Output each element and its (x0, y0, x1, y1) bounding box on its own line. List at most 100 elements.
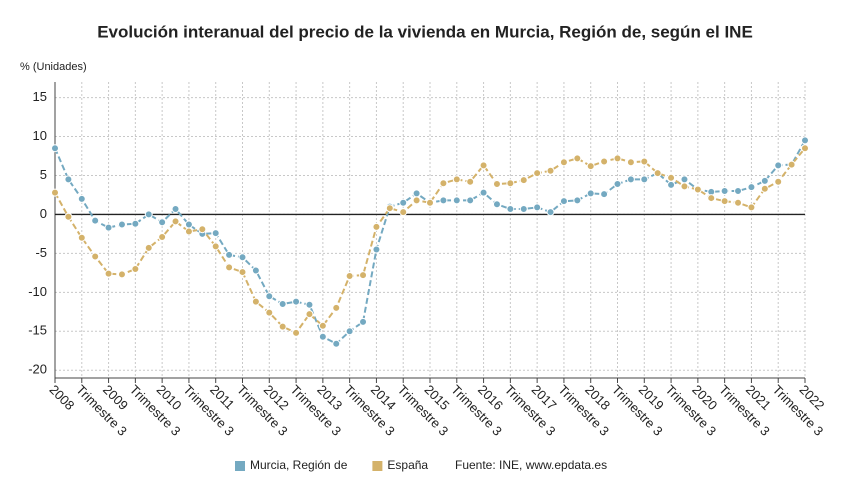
data-point (104, 269, 113, 278)
y-tick-label: 5 (40, 167, 47, 182)
data-point (184, 227, 193, 236)
data-point (747, 183, 756, 192)
data-point (533, 169, 542, 178)
data-point (519, 204, 528, 213)
y-tick-label: 15 (33, 89, 47, 104)
data-point (559, 158, 568, 167)
data-point (211, 229, 220, 238)
data-point (184, 220, 193, 229)
data-point (399, 198, 408, 207)
data-point (318, 332, 327, 341)
data-point (117, 220, 126, 229)
data-point (158, 218, 167, 227)
data-point (787, 160, 796, 169)
x-tick-label: 2008 (46, 382, 77, 413)
data-point (238, 268, 247, 277)
y-tick-label: 10 (33, 128, 47, 143)
data-point (64, 175, 73, 184)
data-point (292, 297, 301, 306)
data-point (707, 194, 716, 203)
data-point (412, 196, 421, 205)
y-tick-label: -15 (28, 323, 47, 338)
data-point (91, 216, 100, 225)
data-point (399, 208, 408, 217)
data-point (613, 180, 622, 189)
data-point (533, 203, 542, 212)
data-point (292, 328, 301, 337)
y-tick-label: 0 (40, 206, 47, 221)
data-point (158, 233, 167, 242)
data-point (278, 300, 287, 308)
data-point (734, 198, 743, 207)
data-point (278, 322, 287, 331)
data-point (51, 144, 59, 153)
data-point (64, 212, 73, 221)
y-axis-label: % (Unidades) (20, 61, 87, 73)
data-point (225, 250, 234, 259)
data-point (546, 166, 555, 175)
data-point (653, 169, 662, 178)
data-point (640, 157, 649, 166)
data-point (171, 217, 180, 226)
data-point (265, 292, 274, 301)
data-point (466, 177, 475, 186)
data-point (586, 162, 595, 171)
data-point (51, 188, 59, 197)
series-line (54, 147, 806, 335)
data-point (238, 253, 247, 262)
data-point (760, 184, 769, 193)
data-point (600, 190, 609, 199)
legend-label: España (387, 458, 428, 472)
chart-title: Evolución interanual del precio de la vi… (97, 22, 753, 41)
data-point (144, 210, 153, 219)
data-point (332, 339, 341, 348)
data-point (613, 154, 622, 163)
data-point (265, 308, 274, 317)
data-point (305, 300, 314, 309)
data-point (626, 158, 635, 167)
data-point (117, 270, 126, 279)
data-point (466, 196, 475, 205)
data-point (144, 243, 153, 252)
data-point (251, 266, 260, 275)
data-point (359, 317, 368, 326)
data-point (720, 187, 729, 196)
legend-swatch (372, 461, 383, 471)
data-point (332, 303, 341, 312)
data-point (452, 196, 461, 205)
data-point (680, 175, 689, 184)
data-point (104, 223, 113, 232)
y-tick-label: -20 (28, 362, 47, 377)
data-point (734, 187, 743, 196)
data-point (519, 176, 528, 185)
data-point (760, 176, 769, 185)
data-point (171, 204, 180, 213)
y-tick-label: -5 (35, 245, 47, 260)
data-point (439, 179, 448, 188)
data-point (747, 203, 756, 212)
data-point (131, 264, 140, 273)
data-point (452, 175, 461, 184)
data-point (345, 271, 354, 280)
data-point (667, 173, 676, 182)
data-point (91, 252, 100, 261)
data-point (693, 185, 702, 194)
data-point (600, 157, 609, 166)
y-tick-label: -10 (28, 284, 47, 299)
data-point (225, 263, 234, 272)
data-point (546, 208, 555, 217)
source: Fuente: INE, www.epdata.es (455, 458, 607, 472)
data-point (720, 197, 729, 206)
data-point (640, 175, 649, 184)
data-point (479, 188, 488, 197)
data-point (372, 245, 381, 254)
data-point (801, 144, 809, 153)
data-point (492, 180, 501, 189)
data-point (506, 179, 515, 188)
data-point (626, 175, 635, 184)
data-point (426, 198, 434, 207)
data-point (774, 161, 783, 170)
data-point (359, 271, 368, 280)
data-point (573, 196, 582, 205)
